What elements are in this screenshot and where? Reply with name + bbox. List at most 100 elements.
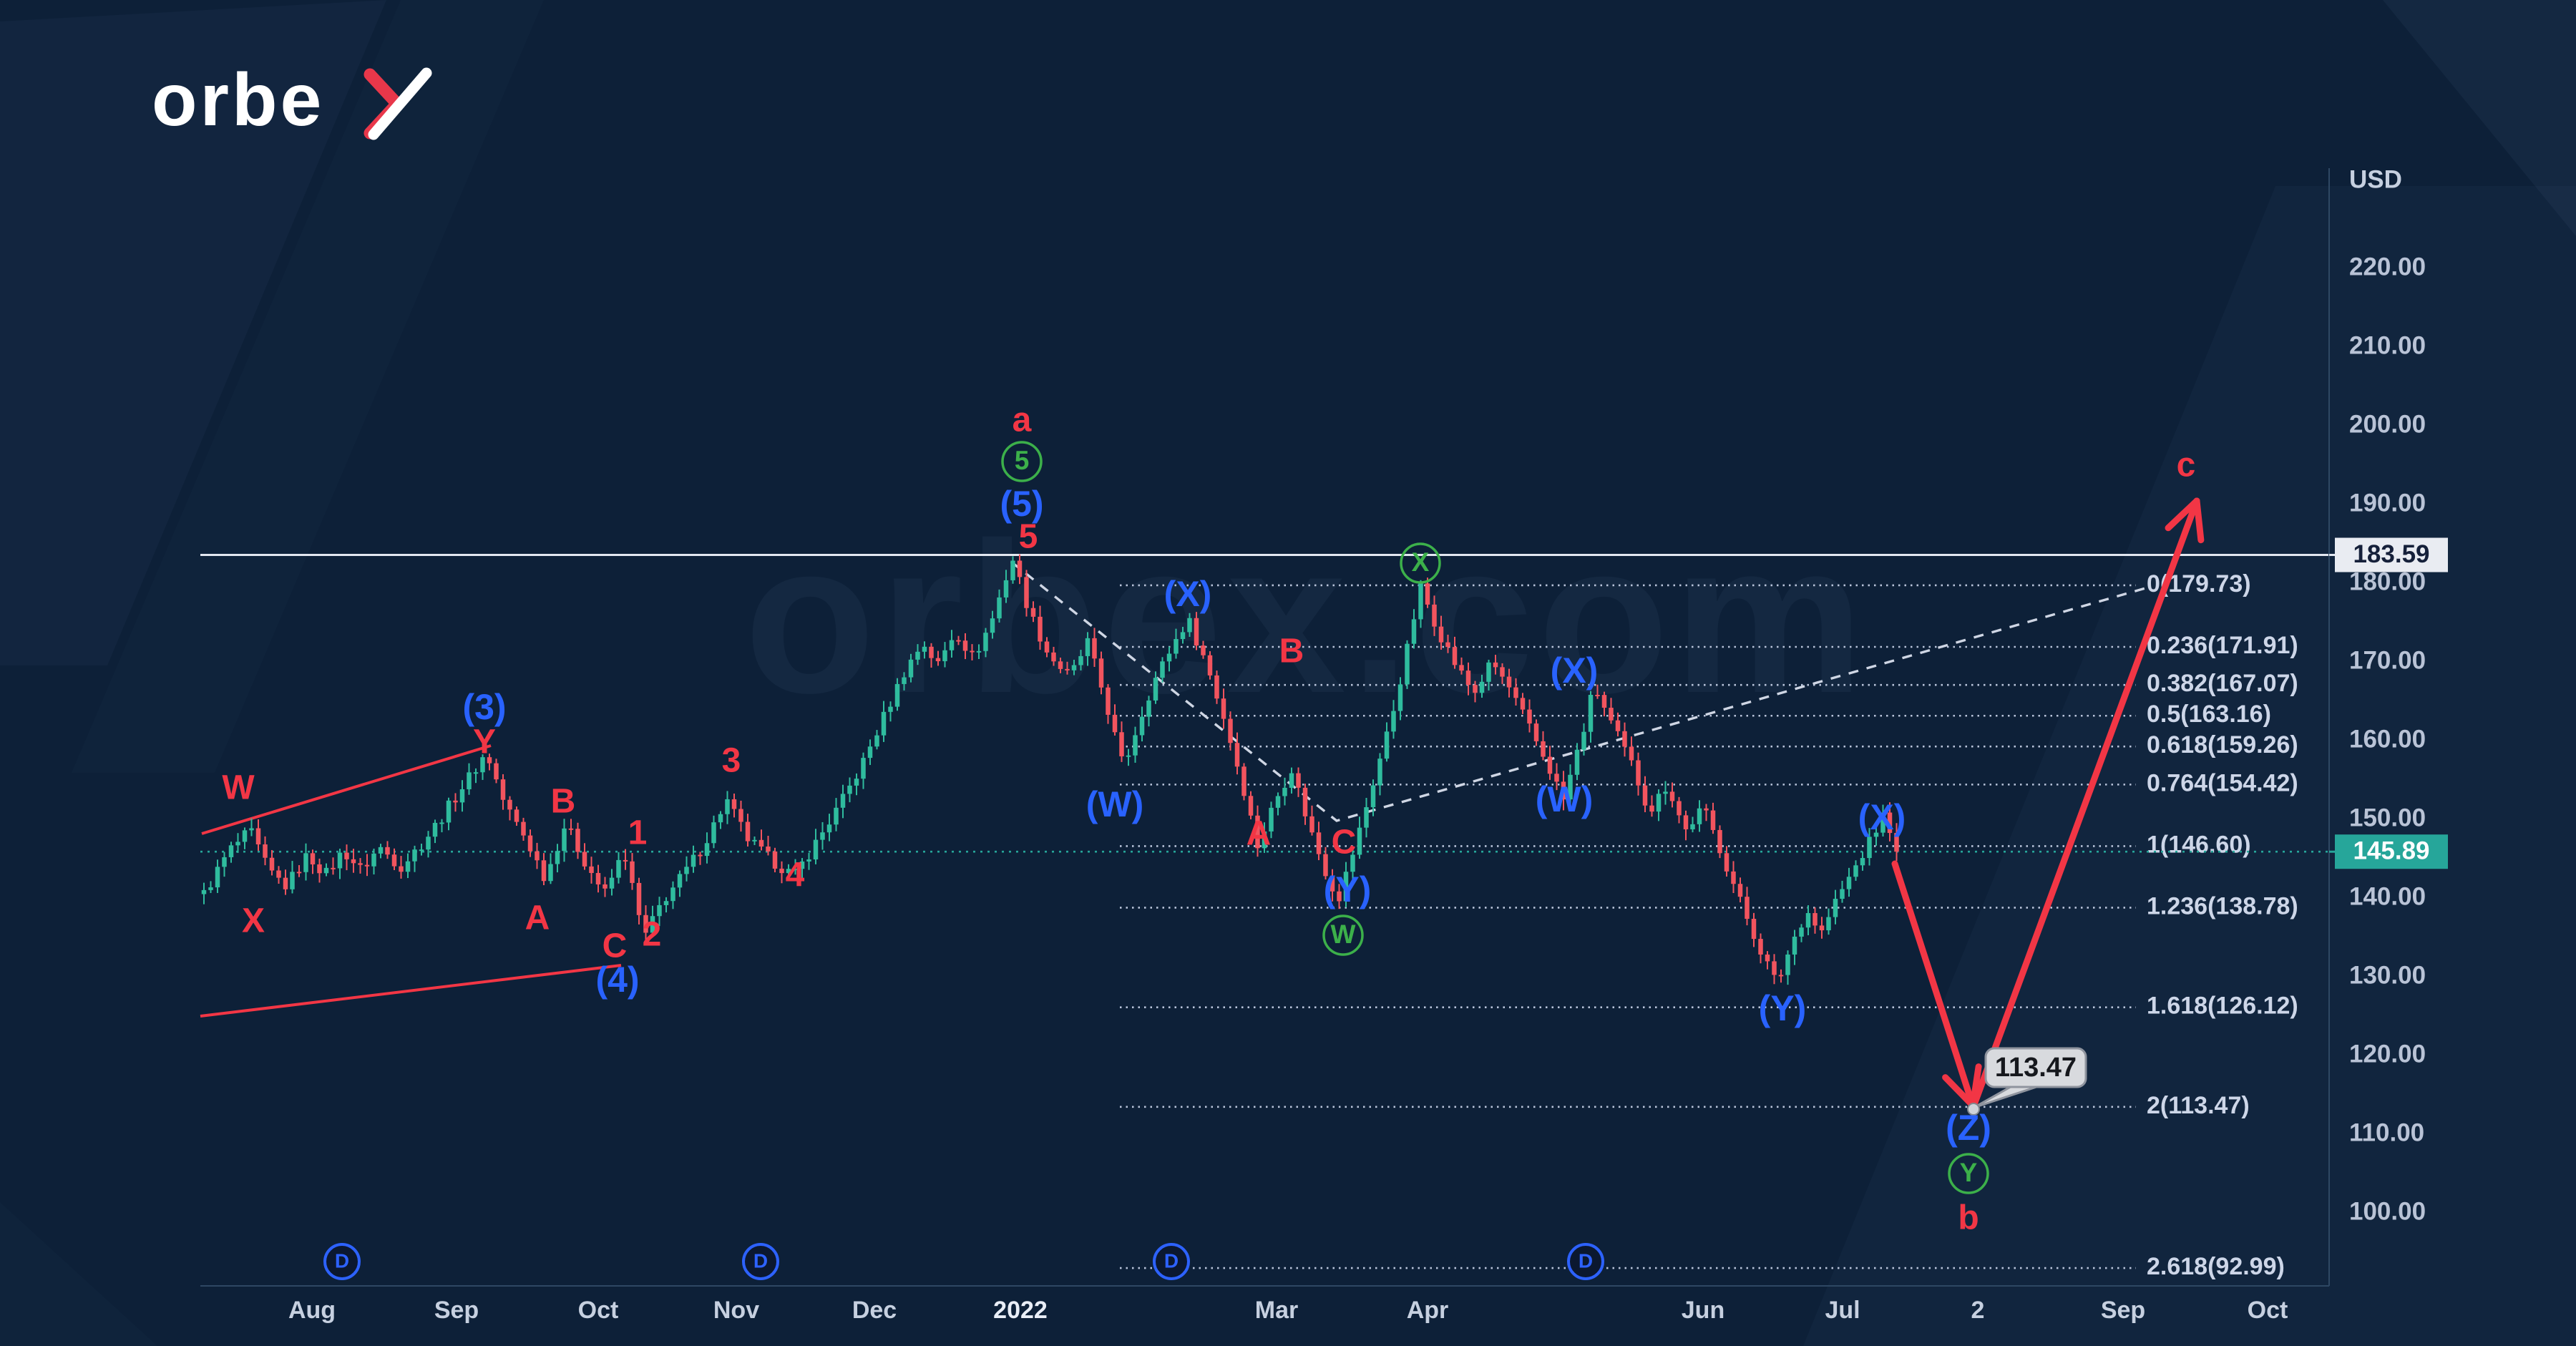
wave-circle-green-W[interactable]	[1322, 915, 1364, 956]
wave-label-red-3[interactable]: 3	[722, 742, 741, 780]
wave-label-red-C[interactable]: C	[1332, 824, 1357, 862]
price-axis[interactable]: USD 220.00 210.00 200.00 190.00 180.00 170.00 1…	[2329, 165, 2448, 1225]
channel-lines[interactable]	[200, 744, 622, 1018]
wave-label-red-5[interactable]: 5	[1019, 518, 1038, 556]
price-tick-150.00: 150.00	[2349, 804, 2426, 832]
candle-body	[677, 874, 683, 888]
candle-body	[738, 809, 743, 822]
wave-label-red-B[interactable]: B	[1279, 633, 1304, 670]
price-badge-183.59	[2335, 537, 2448, 572]
candle-body	[1126, 755, 1131, 757]
dividend-marker-circle[interactable]	[742, 1243, 779, 1280]
arrow-tip-dot	[1967, 1103, 1980, 1116]
wave-label-blue-(5)[interactable]: (5)	[1000, 484, 1043, 524]
price-tick-190.00: 190.00	[2349, 489, 2426, 517]
wave-label-red-X[interactable]: X	[242, 902, 265, 940]
candle-body	[704, 843, 710, 857]
wave-circle-green-5[interactable]	[1001, 441, 1043, 482]
candle-body	[1174, 639, 1179, 654]
candle-body	[283, 877, 288, 889]
channel-line-1[interactable]	[200, 964, 622, 1018]
wave-label-red-4[interactable]: 4	[786, 857, 805, 894]
wave-label-blue-(Y)[interactable]: (Y)	[1759, 988, 1807, 1028]
dividend-marker-circle[interactable]	[1567, 1243, 1604, 1280]
wave-label-red-A[interactable]: A	[1246, 815, 1272, 853]
wave-label-red-W[interactable]: W	[222, 769, 255, 807]
candle-body	[228, 845, 234, 857]
candle-body	[331, 867, 336, 869]
candle-body	[208, 887, 213, 890]
candle-body	[1092, 638, 1097, 659]
wave-label-red-1[interactable]: 1	[628, 814, 648, 852]
candle-body	[399, 866, 404, 872]
candle-body	[459, 789, 465, 803]
wave-label-red-Y[interactable]: Y	[473, 723, 496, 761]
wave-label-blue-(X)[interactable]: (X)	[1551, 650, 1599, 691]
wave-label-red-b[interactable]: b	[1958, 1199, 1979, 1237]
wave-label-blue-(X)[interactable]: (X)	[1164, 574, 1212, 614]
candle-body	[1098, 658, 1104, 688]
candle-body	[1799, 927, 1804, 937]
wave-label-red-B[interactable]: B	[551, 783, 576, 821]
price-tick-160.00: 160.00	[2349, 725, 2426, 753]
candle-body	[1710, 810, 1716, 830]
projection-arrows[interactable]	[1891, 497, 2205, 1112]
candle-body	[1201, 645, 1206, 655]
wave-label-blue-(W)[interactable]: (W)	[1536, 779, 1594, 819]
wave-label-red-C[interactable]: C	[602, 927, 628, 965]
wave-circle-green-X[interactable]	[1400, 542, 1441, 584]
candle-body	[1615, 720, 1621, 731]
candle-body	[670, 887, 675, 902]
channel-line-0[interactable]	[201, 744, 492, 835]
candle-body	[1717, 829, 1722, 854]
wave-label-red-2[interactable]: 2	[643, 916, 662, 954]
candle-body	[1065, 668, 1070, 670]
candle-body	[1751, 919, 1757, 940]
candle-body	[1241, 766, 1246, 796]
candle-body	[1479, 681, 1485, 693]
wave-label-blue-(Y)[interactable]: (Y)	[1324, 869, 1372, 909]
candle-body	[847, 785, 852, 794]
candle-body	[1330, 876, 1335, 892]
candle-body	[1030, 608, 1036, 617]
time-axis[interactable]: Aug Sep Oct Nov Dec 2022 Mar Apr Jun Jul 2 Sep Oct	[288, 1297, 2288, 1324]
wave-circle-green-Y[interactable]	[1948, 1153, 1989, 1194]
arrow-shaft-1[interactable]	[1969, 497, 2200, 1112]
candle-body	[806, 859, 811, 862]
dividend-marker-circle[interactable]	[323, 1243, 361, 1280]
candle-body	[480, 757, 485, 773]
wave-label-red-a[interactable]: a	[1013, 401, 1032, 439]
wave-label-blue-(W)[interactable]: (W)	[1086, 784, 1144, 824]
candle-body	[650, 916, 655, 933]
candle-body	[1737, 884, 1743, 897]
price-tick-210.00: 210.00	[2349, 331, 2426, 359]
wave-label-red-A[interactable]: A	[525, 899, 550, 937]
candle-body	[303, 853, 308, 872]
fib-label-2.618(92.99): 2.618(92.99)	[2147, 1253, 2285, 1280]
candle-body	[1010, 560, 1015, 580]
wave-label-blue-(X)[interactable]: (X)	[1858, 797, 1906, 837]
price-tick-100.00: 100.00	[2349, 1197, 2426, 1225]
candle-body	[296, 872, 302, 874]
dashed-guide-line[interactable]	[1010, 560, 2151, 822]
candle-body	[1887, 812, 1893, 834]
wave-label-blue-(3)[interactable]: (3)	[462, 687, 506, 727]
wave-label-green-5: 5	[1015, 446, 1030, 475]
time-tick-2022: 2022	[993, 1297, 1048, 1324]
wave-label-blue-(Z)[interactable]: (Z)	[1946, 1108, 1991, 1148]
fib-label-0.764(154.42): 0.764(154.42)	[2147, 769, 2298, 796]
candle-body	[643, 915, 648, 933]
candle-body	[215, 867, 220, 888]
arrow-shaft-0[interactable]	[1891, 860, 1976, 1109]
dividend-marker-circle[interactable]	[1153, 1243, 1190, 1280]
fib-label-1.618(126.12): 1.618(126.12)	[2147, 993, 2298, 1020]
candle-body	[1547, 756, 1553, 774]
candle-body	[535, 851, 540, 861]
candle-body	[1595, 694, 1600, 696]
candle-body	[358, 863, 363, 865]
wave-label-red-c[interactable]: c	[2177, 447, 2196, 484]
wave-label-blue-(4)[interactable]: (4)	[595, 960, 639, 1000]
